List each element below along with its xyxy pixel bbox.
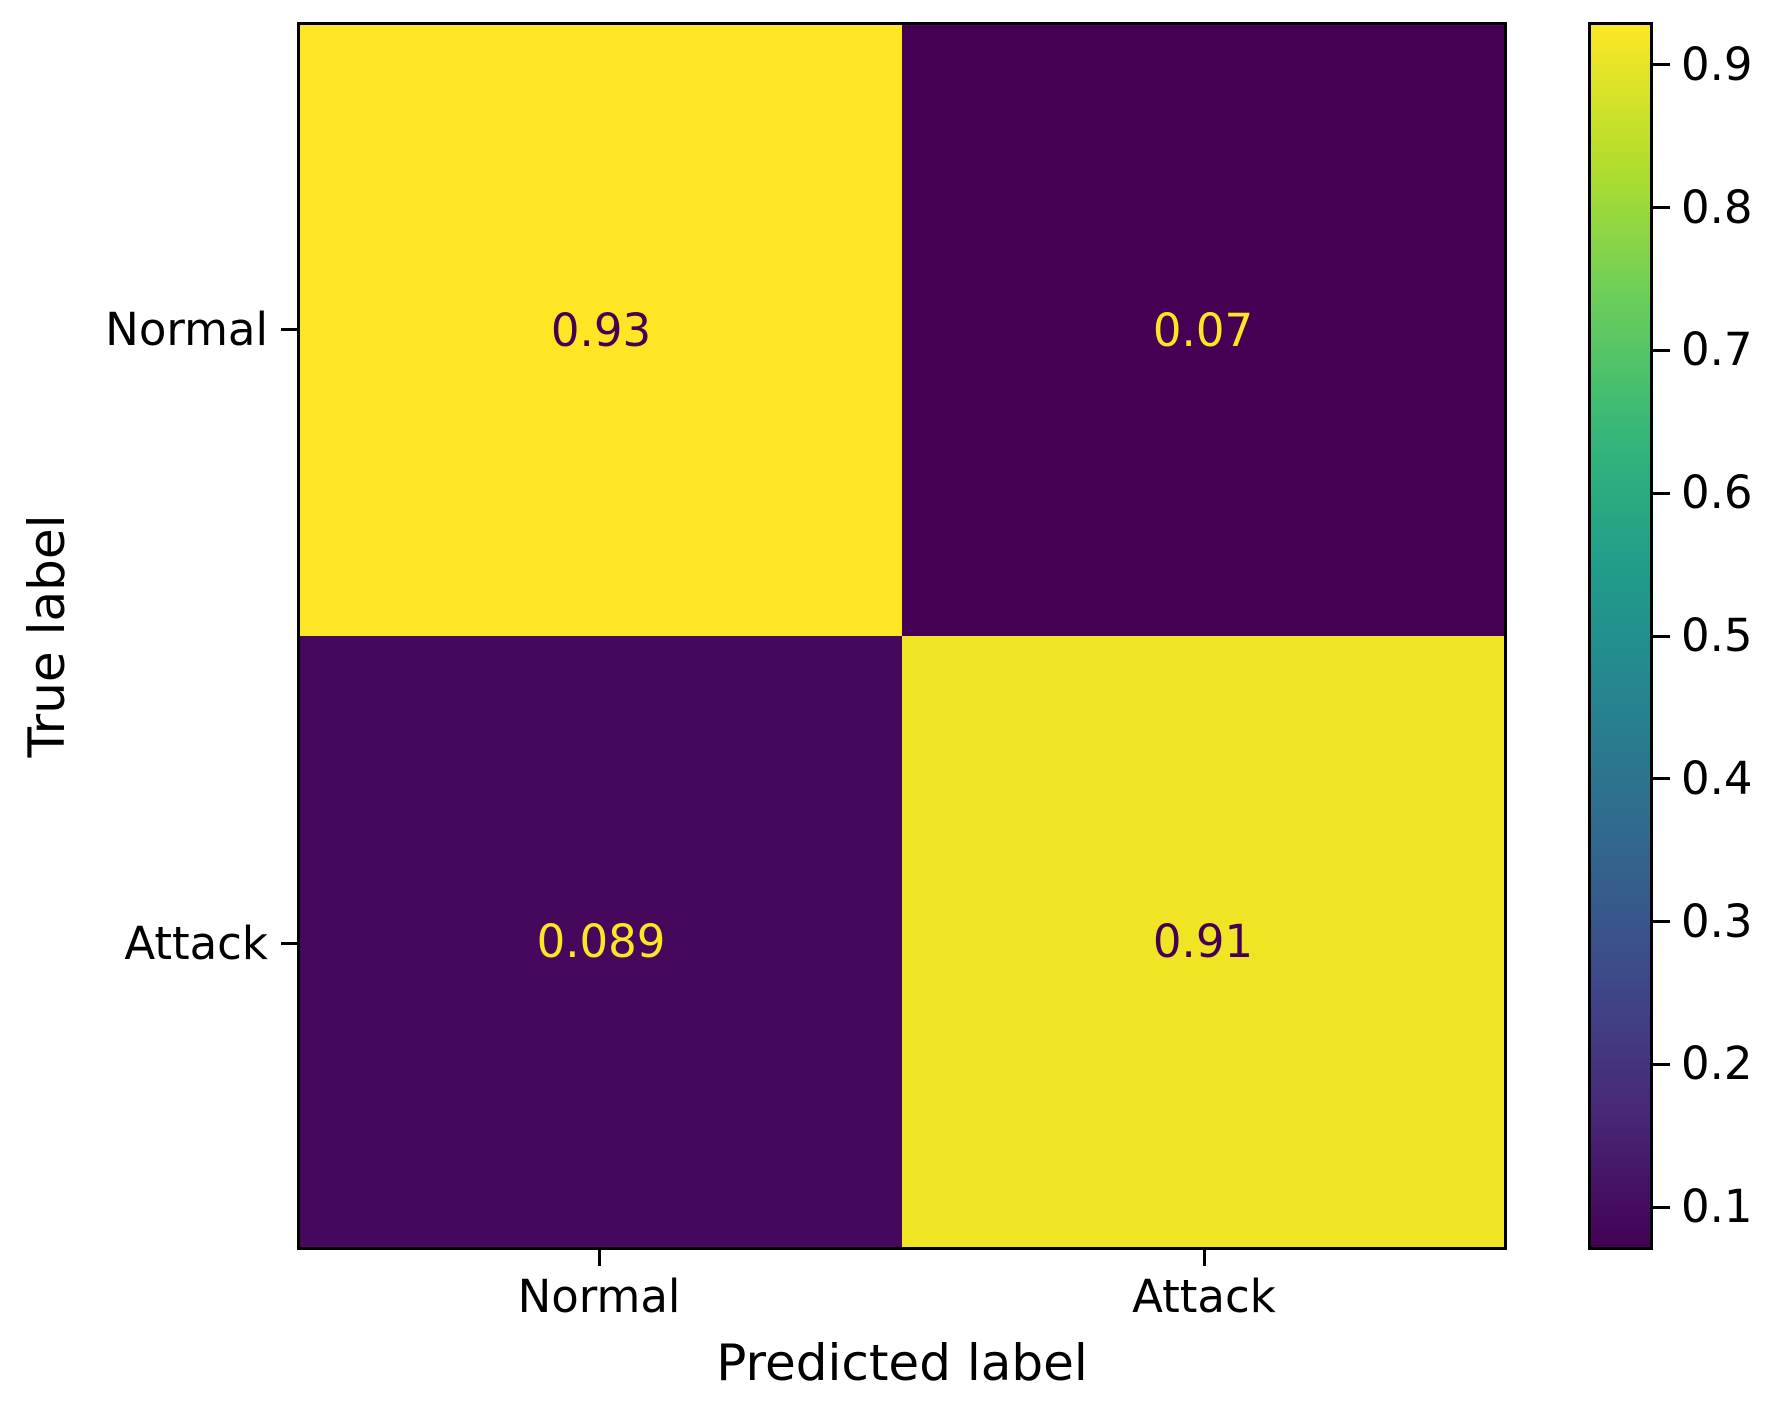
heatmap-cell: 0.91 <box>902 636 1504 1247</box>
heatmap-cell: 0.07 <box>902 25 1504 636</box>
x-axis-title: Predicted label <box>716 1334 1088 1392</box>
colorbar-tick-mark <box>1653 491 1670 495</box>
colorbar-tick-mark <box>1653 634 1670 638</box>
colorbar-tick-mark <box>1653 777 1670 781</box>
colorbar-tick-label: 0.5 <box>1681 609 1753 662</box>
colorbar-tick-mark <box>1653 920 1670 924</box>
colorbar-tick-label: 0.8 <box>1681 180 1753 234</box>
heatmap-cell: 0.93 <box>300 25 902 636</box>
y-tick-mark <box>281 328 297 331</box>
colorbar-tick-label: 0.1 <box>1681 1180 1753 1234</box>
heatmap-plot-area: 0.93 0.07 0.089 0.91 <box>297 22 1507 1250</box>
cell-value: 0.93 <box>550 304 652 357</box>
colorbar-tick-label: 0.3 <box>1681 894 1753 948</box>
colorbar-tick-label: 0.4 <box>1681 751 1753 805</box>
colorbar-tick-mark <box>1653 206 1670 210</box>
cell-value: 0.91 <box>1152 915 1254 968</box>
x-tick-label-attack: Attack <box>1132 1270 1276 1323</box>
colorbar-tick-mark <box>1653 1205 1670 1209</box>
x-tick-label-normal: Normal <box>517 1270 681 1323</box>
colorbar-tick-label: 0.9 <box>1681 37 1753 91</box>
colorbar-tick-mark <box>1653 63 1670 67</box>
colorbar-tick-label: 0.6 <box>1681 466 1753 520</box>
x-tick-mark <box>1203 1250 1206 1266</box>
cell-value: 0.07 <box>1152 304 1254 357</box>
heatmap-cell: 0.089 <box>300 636 902 1247</box>
colorbar <box>1588 22 1653 1250</box>
y-axis-title: True label <box>18 514 76 758</box>
colorbar-tick-mark <box>1653 348 1670 352</box>
colorbar-tick-mark <box>1653 1062 1670 1066</box>
cell-value: 0.089 <box>536 915 666 968</box>
colorbar-tick-label: 0.7 <box>1681 323 1753 377</box>
x-tick-mark <box>598 1250 601 1266</box>
y-tick-label-normal: Normal <box>105 303 268 356</box>
colorbar-tick-label: 0.2 <box>1681 1037 1753 1091</box>
y-tick-label-attack: Attack <box>124 917 268 970</box>
y-tick-mark <box>281 942 297 945</box>
